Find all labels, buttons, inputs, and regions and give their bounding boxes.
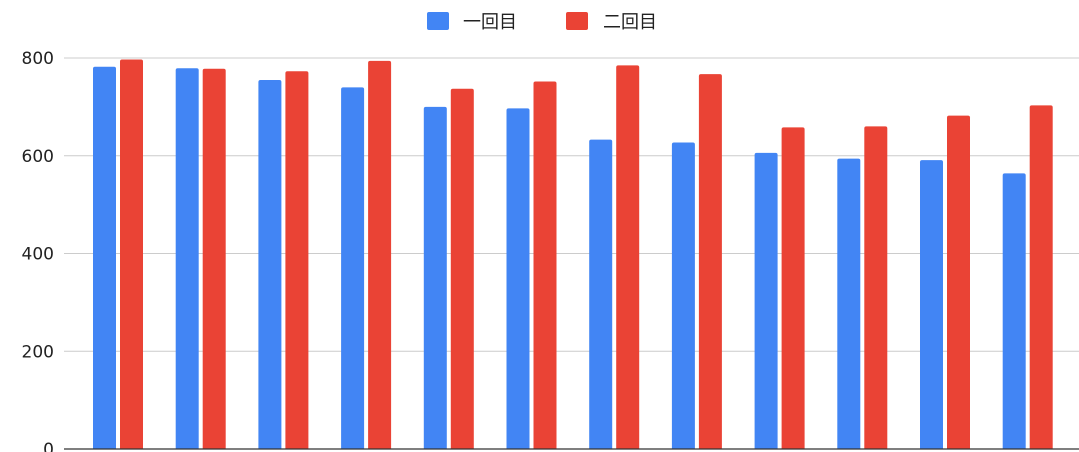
bar-series-2 bbox=[368, 60, 392, 450]
bar-series-1 bbox=[258, 79, 282, 450]
bar-series-1 bbox=[423, 106, 447, 449]
bar-series-2 bbox=[864, 126, 888, 450]
bar-series-1 bbox=[920, 160, 943, 449]
legend-swatch bbox=[427, 12, 449, 30]
legend-label: 一回目 bbox=[463, 12, 517, 33]
y-tick-label: 400 bbox=[22, 245, 54, 265]
y-axis: 0 200 400 600 800 bbox=[22, 49, 54, 452]
legend-swatch bbox=[566, 12, 588, 30]
bar-series-2 bbox=[533, 81, 557, 450]
bar-series-2 bbox=[947, 115, 970, 450]
gridlines bbox=[64, 57, 1079, 352]
bar-series-2 bbox=[781, 127, 805, 449]
bar-series-2 bbox=[450, 88, 474, 449]
y-tick-label: 0 bbox=[43, 440, 54, 452]
y-tick-label: 800 bbox=[22, 49, 54, 69]
bar-series-1 bbox=[754, 152, 778, 449]
bar-series-2 bbox=[285, 71, 309, 449]
bar-series-1 bbox=[341, 87, 365, 449]
bars bbox=[93, 59, 1053, 450]
bar-series-2 bbox=[202, 68, 226, 449]
legend-item: 一回目 bbox=[427, 12, 517, 33]
legend-item: 二回目 bbox=[566, 12, 657, 33]
bar-series-1 bbox=[506, 108, 530, 449]
y-tick-label: 200 bbox=[22, 342, 54, 362]
y-tick-label: 600 bbox=[22, 147, 54, 167]
bar-series-1 bbox=[1002, 173, 1026, 449]
bar-series-2 bbox=[698, 74, 722, 449]
bar-series-2 bbox=[616, 65, 640, 450]
bar-series-1 bbox=[837, 158, 861, 449]
bar-series-1 bbox=[671, 142, 695, 449]
bar-series-1 bbox=[589, 139, 613, 449]
bar-series-1 bbox=[175, 68, 199, 450]
bar-series-2 bbox=[1029, 105, 1053, 449]
bar-series-2 bbox=[120, 59, 143, 450]
bar-series-1 bbox=[93, 66, 116, 450]
legend-label: 二回目 bbox=[603, 12, 657, 33]
legend: 一回目 二回目 bbox=[427, 12, 657, 33]
